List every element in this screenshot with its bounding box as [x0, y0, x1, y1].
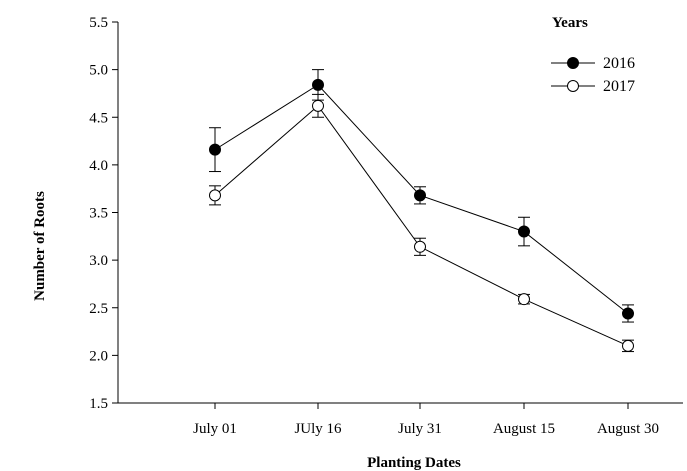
y-tick-label: 4.5 [89, 110, 108, 126]
legend: Years 2016 2017 [551, 15, 635, 95]
series-line-2017 [214, 105, 629, 347]
y-tick-label: 3.0 [89, 253, 108, 269]
y-tick-label: 2.5 [89, 301, 108, 317]
y-tick-label: 2.0 [89, 348, 108, 364]
y-tick-label: 5.5 [89, 15, 108, 31]
x-tick-label: August 30 [597, 421, 659, 437]
data-point-2017 [209, 189, 221, 202]
y-tick-label: 5.0 [89, 63, 108, 79]
legend-marker-2016 [567, 57, 579, 69]
legend-marker-2017 [567, 80, 579, 92]
chart-axes: 1.5 2.0 2.5 3.0 3.5 4.0 4.5 5.0 5.5 July 01 JUly 1… [89, 15, 683, 437]
x-tick-label: July 31 [398, 421, 442, 437]
data-point-2017 [622, 339, 634, 352]
y-tick-label: 3.5 [89, 206, 108, 222]
legend-label-2016: 2016 [603, 55, 635, 72]
data-point-2017 [414, 240, 426, 253]
data-point-2016 [312, 78, 324, 91]
y-tick-label: 4.0 [89, 158, 108, 174]
legend-label-2017: 2017 [603, 78, 635, 95]
x-tick-label: July 01 [193, 421, 237, 437]
data-point-2016 [622, 307, 634, 320]
data-point-2016 [209, 143, 221, 156]
chart-series [209, 69, 634, 353]
y-tick-label: 1.5 [89, 396, 108, 412]
data-point-2017 [518, 293, 530, 306]
data-point-2016 [518, 225, 530, 238]
x-tick-label: August 15 [493, 421, 555, 437]
x-tick-label: JUly 16 [294, 421, 342, 437]
data-point-2016 [414, 189, 426, 202]
data-point-2017 [312, 99, 324, 112]
y-axis-title: Number of Roots [32, 191, 48, 301]
legend-title: Years [552, 15, 588, 31]
x-axis-title: Planting Dates [367, 455, 461, 471]
